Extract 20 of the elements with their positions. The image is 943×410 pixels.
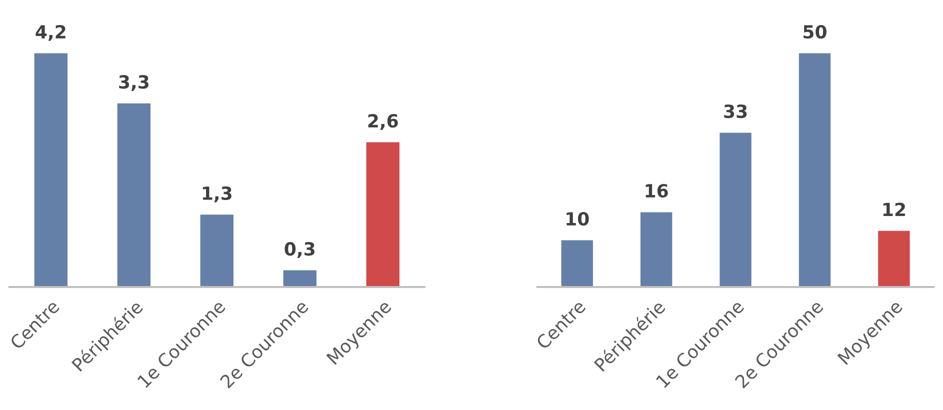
data-label: 16	[646, 184, 668, 198]
data-label: 4,2	[36, 24, 66, 41]
bar	[366, 142, 400, 287]
data-label: 1,3	[202, 186, 232, 202]
data-label: 50	[804, 24, 826, 39]
bar	[720, 132, 752, 287]
bar	[798, 53, 831, 287]
data-label: 33	[724, 104, 747, 118]
bar	[117, 103, 151, 287]
bar	[34, 53, 68, 287]
data-label: 2,6	[368, 114, 398, 130]
bar	[561, 240, 593, 287]
bar	[640, 212, 672, 287]
data-label: 0,3	[284, 242, 314, 258]
data-label: 12	[883, 202, 905, 216]
bar	[283, 270, 316, 287]
bar	[200, 214, 234, 287]
data-label: 3,3	[119, 75, 148, 92]
bar	[878, 230, 910, 287]
data-label: 10	[566, 212, 589, 226]
